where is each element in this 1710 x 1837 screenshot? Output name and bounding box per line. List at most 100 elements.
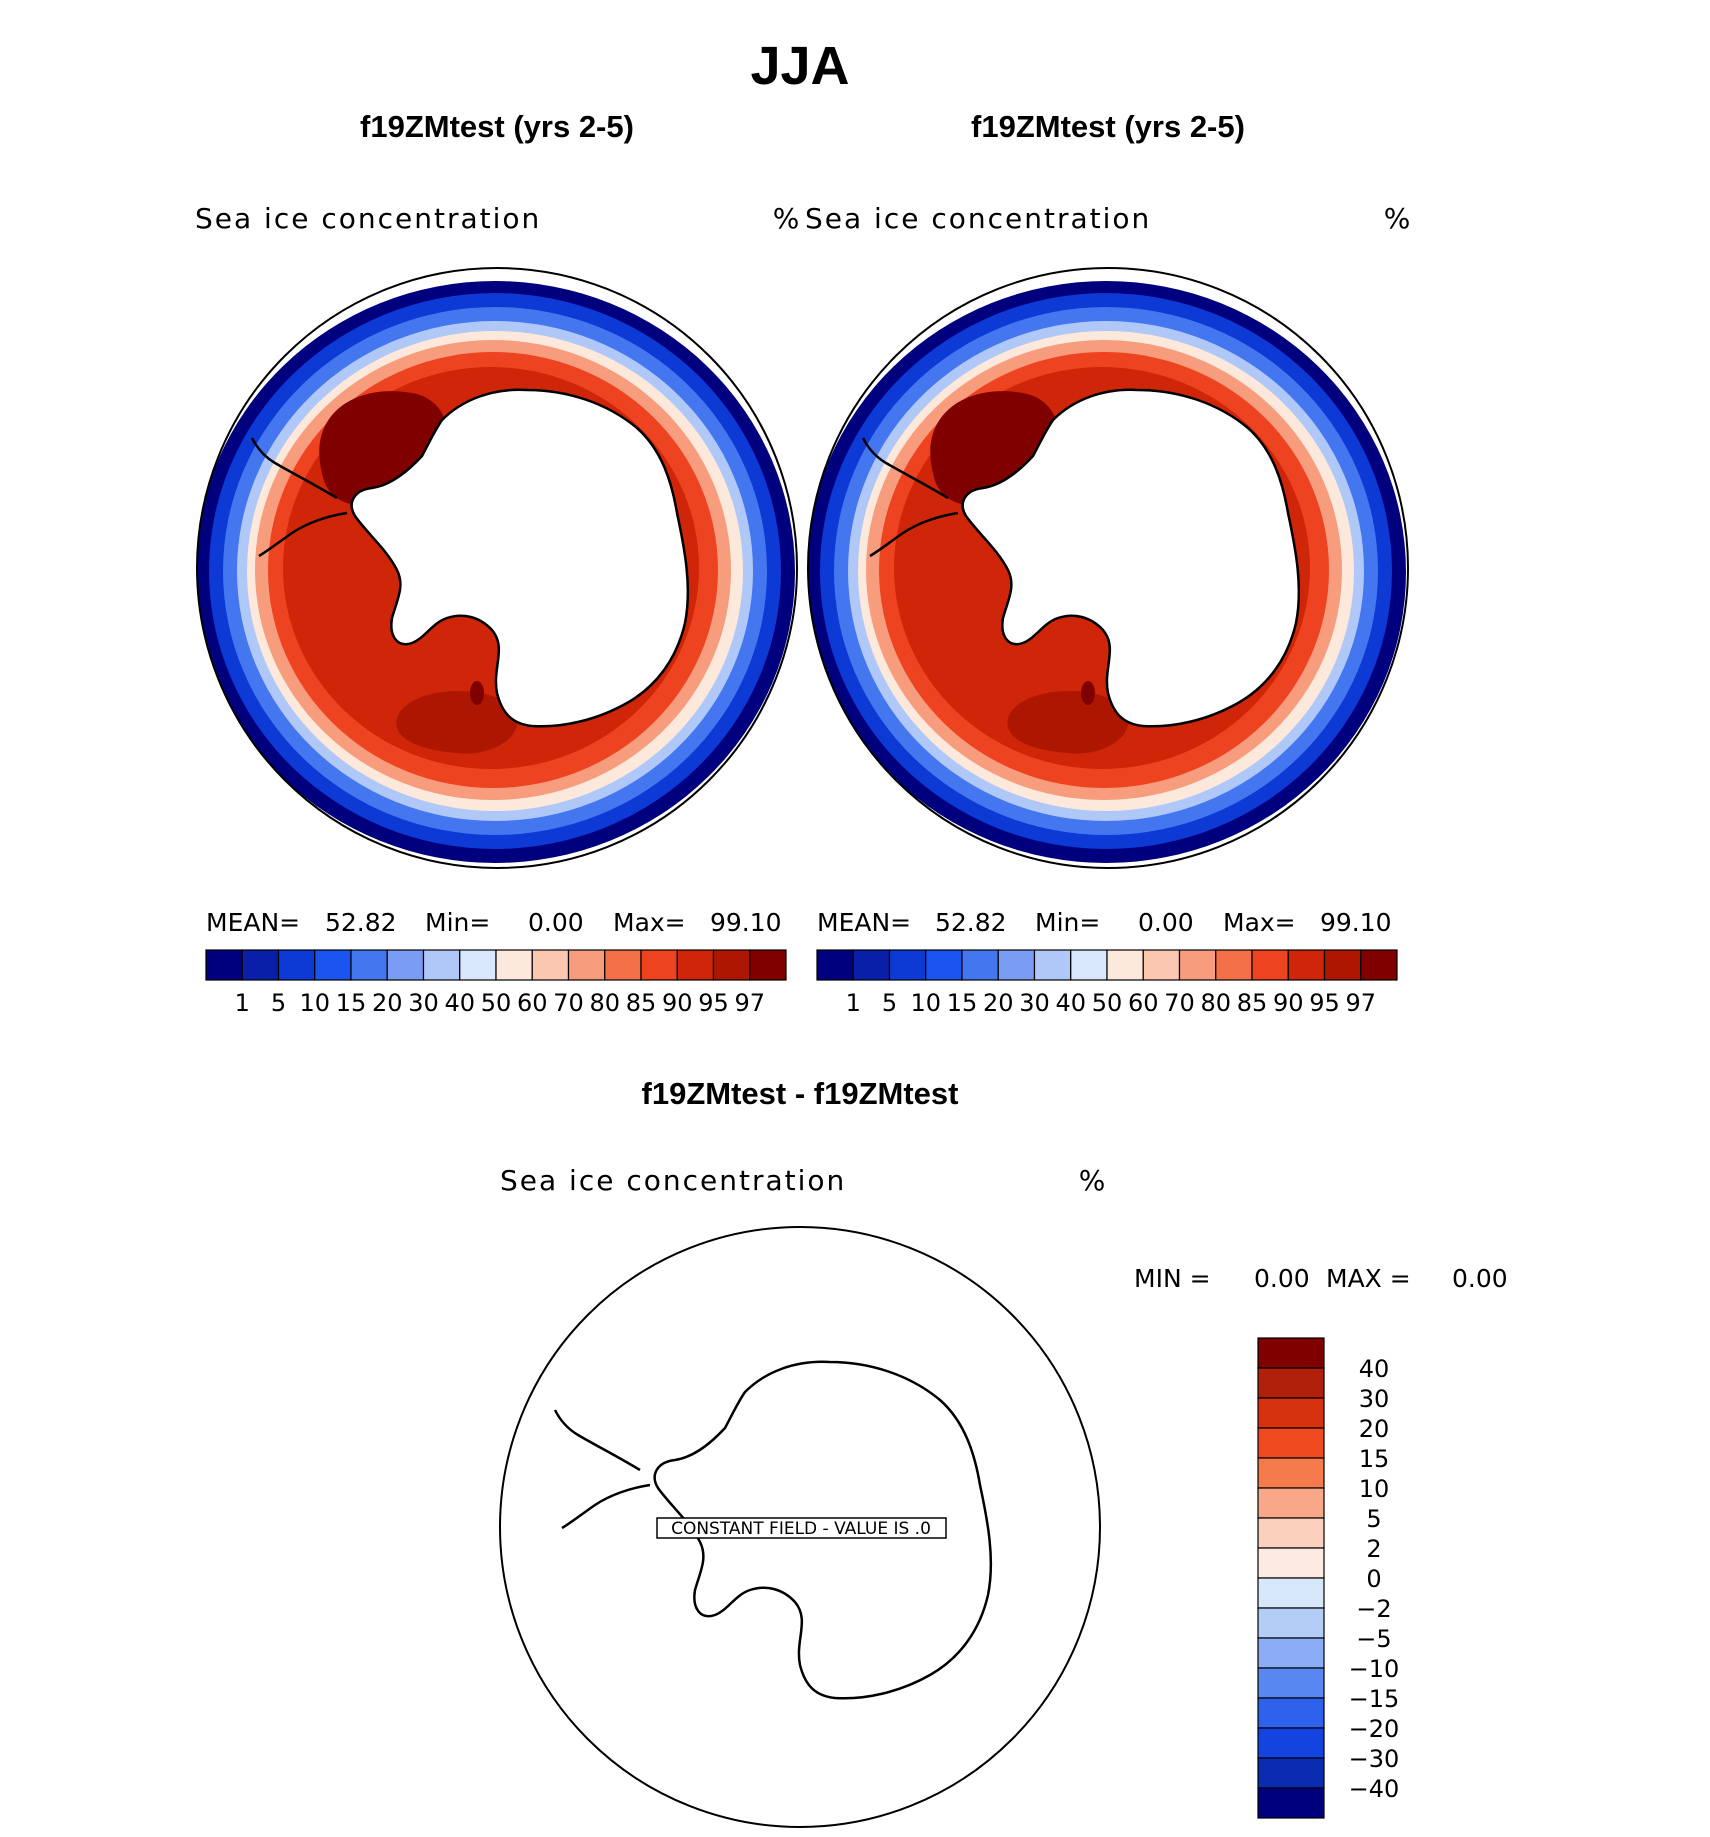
colorbar-swatch — [1257, 1517, 1325, 1549]
colorbar-swatch — [1257, 1337, 1325, 1369]
panel-right-map — [808, 281, 1406, 863]
panel-diff-title: f19ZMtest - f19ZMtest — [642, 1076, 959, 1111]
colorbar-tick-label: 10 — [910, 989, 941, 1017]
svg-text:MIN =: MIN = — [1134, 1264, 1211, 1293]
colorbar-swatch — [1070, 949, 1108, 981]
panel-left-stats: MEAN= 52.82 Min= 0.00 Max= 99.10 — [206, 908, 782, 937]
colorbar-swatch — [925, 949, 963, 981]
panel-right-colorbar: 1 5 10 15 20 30 40 50 60 70 80 85 90 95 97 — [816, 949, 1398, 1017]
colorbar-tick-label: 80 — [589, 989, 620, 1017]
svg-text:MEAN=: MEAN= — [817, 908, 911, 937]
colorbar-swatch — [350, 949, 388, 981]
colorbar-swatch — [1360, 949, 1398, 981]
panel-right-stats: MEAN= 52.82 Min= 0.00 Max= 99.10 — [817, 908, 1392, 937]
colorbar-swatch — [816, 949, 854, 981]
colorbar-tick-label: −2 — [1356, 1595, 1391, 1623]
svg-text:99.10: 99.10 — [710, 908, 782, 937]
colorbar-tick-label: 40 — [444, 989, 475, 1017]
colorbar-swatch — [1257, 1547, 1325, 1579]
panel-right: f19ZMtest (yrs 2-5) Sea ice concentratio… — [805, 109, 1410, 1017]
colorbar-swatch — [1257, 1397, 1325, 1429]
panel-left-units: % — [773, 202, 800, 235]
panel-right-variable: Sea ice concentration — [805, 202, 1151, 235]
panel-diff: f19ZMtest - f19ZMtest Sea ice concentrat… — [499, 1076, 1508, 1828]
colorbar-swatch — [1251, 949, 1289, 981]
colorbar-swatch — [567, 949, 606, 981]
colorbar-swatch — [749, 949, 787, 981]
panel-left-map — [197, 281, 795, 863]
colorbar-tick-label: −20 — [1349, 1715, 1400, 1743]
svg-text:0.00: 0.00 — [528, 908, 584, 937]
colorbar-swatch — [1142, 949, 1181, 981]
colorbar-tick-label: 0 — [1366, 1565, 1381, 1593]
colorbar-swatch — [386, 949, 425, 981]
colorbar-tick-label: 30 — [408, 989, 439, 1017]
colorbar-tick-label: 1 — [846, 989, 861, 1017]
colorbar-tick-label: 20 — [372, 989, 403, 1017]
colorbar-swatch — [1215, 949, 1253, 981]
svg-text:0.00: 0.00 — [1452, 1264, 1508, 1293]
colorbar-tick-label: 2 — [1366, 1535, 1381, 1563]
colorbar-tick-label: 60 — [517, 989, 548, 1017]
svg-text:Max=: Max= — [613, 908, 686, 937]
colorbar-swatch — [961, 949, 999, 981]
colorbar-tick-label: 30 — [1359, 1385, 1390, 1413]
colorbar-swatch — [888, 949, 927, 981]
colorbar-swatch — [1257, 1427, 1325, 1459]
panel-left: f19ZMtest (yrs 2-5) Sea ice concentratio… — [195, 109, 799, 1017]
colorbar-tick-label: 50 — [1092, 989, 1123, 1017]
colorbar-swatch — [712, 949, 751, 981]
colorbar-swatch — [314, 949, 352, 981]
colorbar-swatch — [1323, 949, 1362, 981]
panel-diff-variable: Sea ice concentration — [500, 1164, 846, 1197]
colorbar-tick-label: 95 — [698, 989, 729, 1017]
colorbar-swatch — [676, 949, 715, 981]
colorbar-swatch — [495, 949, 533, 981]
colorbar-swatch — [1257, 1697, 1325, 1729]
panel-right-units: % — [1384, 202, 1411, 235]
colorbar-tick-label: 90 — [662, 989, 693, 1017]
colorbar-swatch — [1287, 949, 1326, 981]
svg-text:Max=: Max= — [1223, 908, 1296, 937]
colorbar-tick-label: 15 — [947, 989, 978, 1017]
colorbar-tick-label: 10 — [299, 989, 330, 1017]
colorbar-swatch — [1257, 1667, 1325, 1699]
colorbar-tick-label: 1 — [235, 989, 250, 1017]
colorbar-tick-label: 5 — [1366, 1505, 1381, 1533]
svg-text:0.00: 0.00 — [1254, 1264, 1310, 1293]
panel-left-variable: Sea ice concentration — [195, 202, 541, 235]
colorbar-tick-label: 85 — [1237, 989, 1268, 1017]
colorbar-swatch — [1257, 1457, 1325, 1489]
constant-field-note: CONSTANT FIELD - VALUE IS .0 — [671, 1519, 931, 1539]
colorbar-swatch — [531, 949, 570, 981]
colorbar-swatch — [277, 949, 316, 981]
svg-text:52.82: 52.82 — [935, 908, 1007, 937]
panel-left-map-boundary — [196, 267, 798, 869]
colorbar-tick-label: 40 — [1055, 989, 1086, 1017]
colorbar-swatch — [205, 949, 243, 981]
svg-text:Min=: Min= — [425, 908, 490, 937]
colorbar-tick-label: −15 — [1349, 1685, 1400, 1713]
panel-left-title: f19ZMtest (yrs 2-5) — [360, 109, 634, 144]
panel-right-title: f19ZMtest (yrs 2-5) — [971, 109, 1245, 144]
panel-right-map-boundary — [807, 267, 1409, 869]
colorbar-tick-label: 70 — [1164, 989, 1195, 1017]
colorbar-tick-label: 85 — [626, 989, 657, 1017]
colorbar-tick-label: 97 — [1345, 989, 1376, 1017]
colorbar-tick-label: 30 — [1019, 989, 1050, 1017]
colorbar-swatch — [640, 949, 678, 981]
svg-text:0.00: 0.00 — [1138, 908, 1194, 937]
colorbar-tick-label: 20 — [983, 989, 1014, 1017]
colorbar-tick-label: 10 — [1359, 1475, 1390, 1503]
colorbar-swatch — [604, 949, 642, 981]
colorbar-swatch — [422, 949, 461, 981]
colorbar-tick-label: 95 — [1309, 989, 1340, 1017]
colorbar-swatch — [241, 949, 280, 981]
colorbar-tick-label: 15 — [1359, 1445, 1390, 1473]
colorbar-swatch — [1257, 1487, 1325, 1519]
colorbar-tick-label: 90 — [1273, 989, 1304, 1017]
colorbar-tick-label: 5 — [271, 989, 286, 1017]
colorbar-tick-label: 97 — [734, 989, 765, 1017]
colorbar-swatch — [1033, 949, 1072, 981]
